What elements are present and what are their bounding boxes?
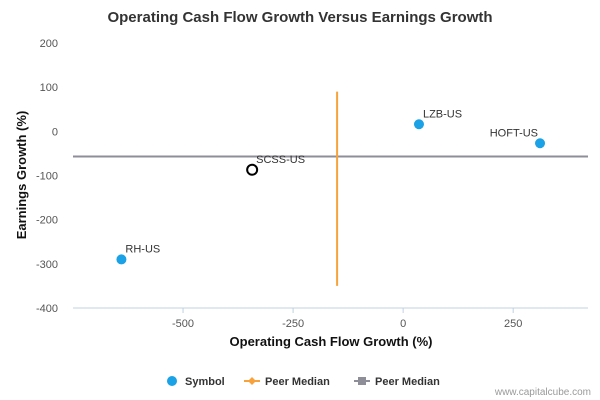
legend-item: Peer Median [244,376,330,388]
y-tick-label: 0 [52,126,58,138]
legend-item: Symbol [167,376,225,388]
point-marker-highlight [246,163,259,176]
data-point: SCSS-US [246,154,305,176]
legend-label: Symbol [185,376,225,388]
point-label: LZB-US [423,108,462,120]
y-tick-label: 200 [40,38,58,50]
y-axis-title: Earnings Growth (%) [14,111,29,240]
y-tick-label: -200 [36,215,58,227]
point-label: RH-US [125,243,160,255]
y-tick-label: -300 [36,259,58,271]
x-tick-label: -500 [172,318,194,330]
plot-area: -500 -250 0 250 200 100 0 -100 -200 -300 -400 LZB-U… [36,38,588,330]
point-marker [413,119,424,130]
point-marker [116,254,127,265]
y-tick-label: -400 [36,303,58,315]
y-tick-label: -100 [36,171,58,183]
legend-symbol-marker [167,376,177,386]
legend-square-marker [358,377,366,385]
data-point: RH-US [116,243,160,265]
x-tick-label: -250 [282,318,304,330]
legend-item: Peer Median [354,376,440,388]
x-axis-title: Operating Cash Flow Growth (%) [230,334,433,349]
legend-diamond-marker [248,377,256,385]
point-label: HOFT-US [490,127,538,139]
data-point: HOFT-US [490,127,546,149]
legend-label: Peer Median [265,376,330,388]
data-point: LZB-US [413,108,462,130]
legend: Symbol Peer Median Peer Median [167,376,440,388]
y-tick-label: 100 [40,82,58,94]
point-marker [535,138,546,149]
x-tick-label: 0 [400,318,406,330]
legend-label: Peer Median [375,376,440,388]
watermark: www.capitalcube.com [494,387,591,398]
x-tick-label: 250 [504,318,522,330]
chart-title: Operating Cash Flow Growth Versus Earnin… [107,9,492,26]
point-label: SCSS-US [256,154,305,166]
